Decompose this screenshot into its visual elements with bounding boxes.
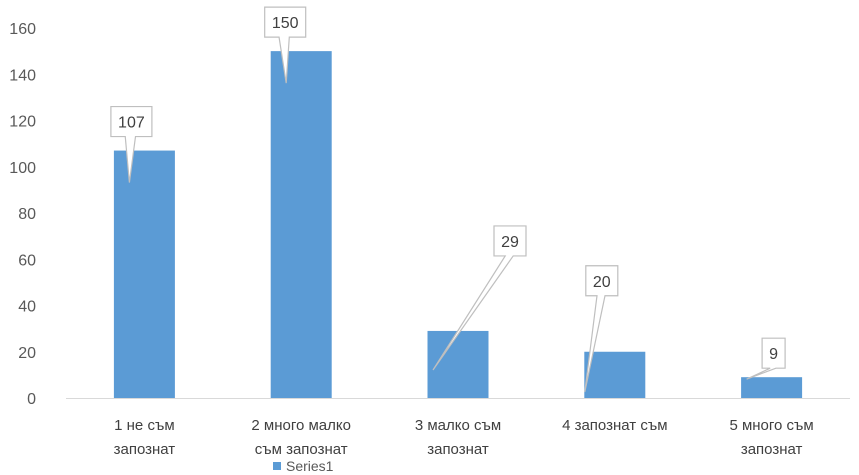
bar: [741, 377, 803, 398]
x-category-label: 1 не съм: [114, 417, 175, 434]
legend-swatch-series1: [273, 462, 281, 470]
x-category-label: 4 запознат съм: [562, 417, 667, 434]
x-category-label: 5 много съм: [729, 417, 813, 434]
x-axis-categories: 1 не съм запознат 2 много малко съм запозна…: [114, 417, 814, 458]
data-label-callout: [264, 6, 307, 84]
y-tick-label: 120: [9, 114, 36, 131]
data-label: 150: [272, 15, 299, 32]
data-label: 107: [118, 115, 145, 132]
y-axis: 0 20 40 60 80 100 120 140 160: [9, 21, 36, 408]
x-category-label: запознат: [741, 441, 803, 458]
data-label-callout: [110, 105, 153, 183]
data-label: 20: [593, 274, 611, 291]
x-category-label: 3 малко съм: [415, 417, 501, 434]
bar: [584, 351, 646, 398]
data-label-callout: [432, 225, 527, 371]
y-tick-label: 0: [27, 391, 36, 408]
y-tick-label: 60: [18, 252, 36, 269]
data-label: 29: [501, 234, 519, 251]
y-tick-label: 140: [9, 67, 36, 84]
bars: [113, 51, 803, 398]
x-category-label: съм запознат: [255, 441, 348, 458]
y-tick-label: 80: [18, 206, 36, 223]
y-tick-label: 20: [18, 345, 36, 362]
data-label-callout: [584, 265, 619, 393]
data-label: 9: [769, 346, 778, 363]
y-tick-label: 100: [9, 160, 36, 177]
bar: [270, 51, 332, 398]
data-labels: 107 150 29 20 9: [110, 6, 786, 393]
y-tick-label: 160: [9, 21, 36, 38]
x-category-label: запознат: [114, 441, 176, 458]
x-category-label: 2 много малко: [251, 417, 351, 434]
bar: [427, 330, 489, 398]
bar: [113, 150, 175, 398]
legend-label-series1: Series1: [286, 458, 334, 474]
data-label-callout: [746, 337, 786, 380]
legend: Series1: [273, 458, 334, 474]
x-category-label: запознат: [427, 441, 489, 458]
y-tick-label: 40: [18, 299, 36, 316]
